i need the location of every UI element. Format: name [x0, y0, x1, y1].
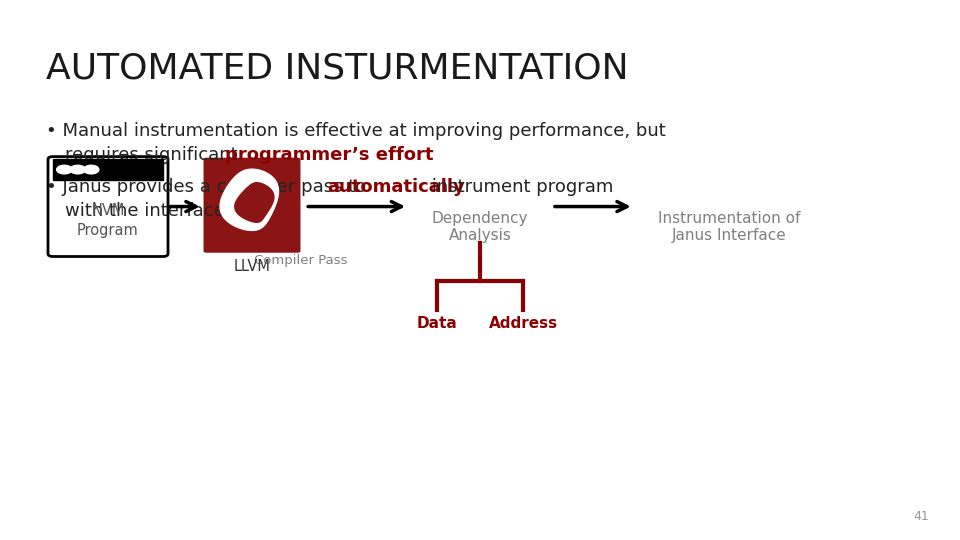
Text: with the interface: with the interface	[65, 202, 225, 220]
Text: • Manual instrumentation is effective at improving performance, but: • Manual instrumentation is effective at…	[46, 122, 666, 139]
Polygon shape	[234, 182, 275, 223]
Bar	[53, 159, 163, 180]
Text: LLVM: LLVM	[233, 259, 271, 274]
Text: 41: 41	[914, 510, 929, 523]
Text: Dependency
Analysis: Dependency Analysis	[432, 211, 528, 243]
Circle shape	[84, 165, 99, 174]
Text: instrument program: instrument program	[426, 178, 613, 196]
Text: automatically: automatically	[327, 178, 465, 196]
Text: Instrumentation of
Janus Interface: Instrumentation of Janus Interface	[659, 211, 801, 243]
Text: Data: Data	[417, 316, 457, 331]
Text: programmer’s effort: programmer’s effort	[225, 146, 433, 164]
FancyBboxPatch shape	[48, 157, 168, 256]
Text: requires significant: requires significant	[65, 146, 244, 164]
Circle shape	[57, 165, 72, 174]
Text: Address: Address	[489, 316, 558, 331]
Polygon shape	[219, 168, 279, 231]
Text: • Janus provides a compiler pass to: • Janus provides a compiler pass to	[46, 178, 372, 196]
Circle shape	[70, 165, 85, 174]
FancyBboxPatch shape	[204, 158, 300, 253]
Text: AUTOMATED INSTURMENTATION: AUTOMATED INSTURMENTATION	[46, 51, 629, 85]
Text: Compiler Pass: Compiler Pass	[254, 254, 348, 267]
Text: NVM
Program: NVM Program	[77, 204, 139, 238]
